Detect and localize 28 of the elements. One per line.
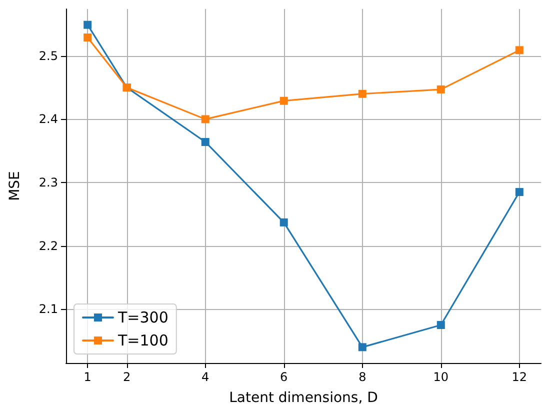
point	[201, 138, 210, 146]
x-tick-label: 4	[202, 370, 210, 384]
point	[358, 90, 366, 98]
y-tick-label: 2.4	[38, 112, 58, 126]
point	[515, 46, 524, 54]
point	[515, 188, 524, 196]
point	[358, 343, 366, 352]
x-tick-label: 8	[358, 370, 366, 384]
y-tick-label: 2.5	[38, 48, 58, 63]
x-tick-label: 10	[433, 370, 449, 384]
point	[201, 115, 210, 124]
point	[436, 321, 445, 330]
x-tick-label: 6	[280, 370, 288, 384]
x-tick-label: 12	[512, 370, 528, 384]
point	[84, 20, 92, 29]
x-tick-label: 1	[84, 370, 92, 384]
x-axis-title: Latent dimensions, D	[229, 390, 378, 406]
y-axis-title: MSE	[7, 171, 23, 201]
point	[280, 96, 288, 105]
legend-label: T=300	[117, 308, 168, 326]
point	[84, 33, 92, 42]
y-tick-label: 2.3	[38, 176, 58, 190]
point	[436, 85, 445, 94]
x-tick-label: 2	[123, 370, 131, 384]
y-tick-label: 2.2	[38, 238, 58, 253]
y-tick-label: 2.1	[38, 302, 58, 316]
point	[280, 218, 288, 226]
legend-label: T=100	[117, 332, 168, 350]
